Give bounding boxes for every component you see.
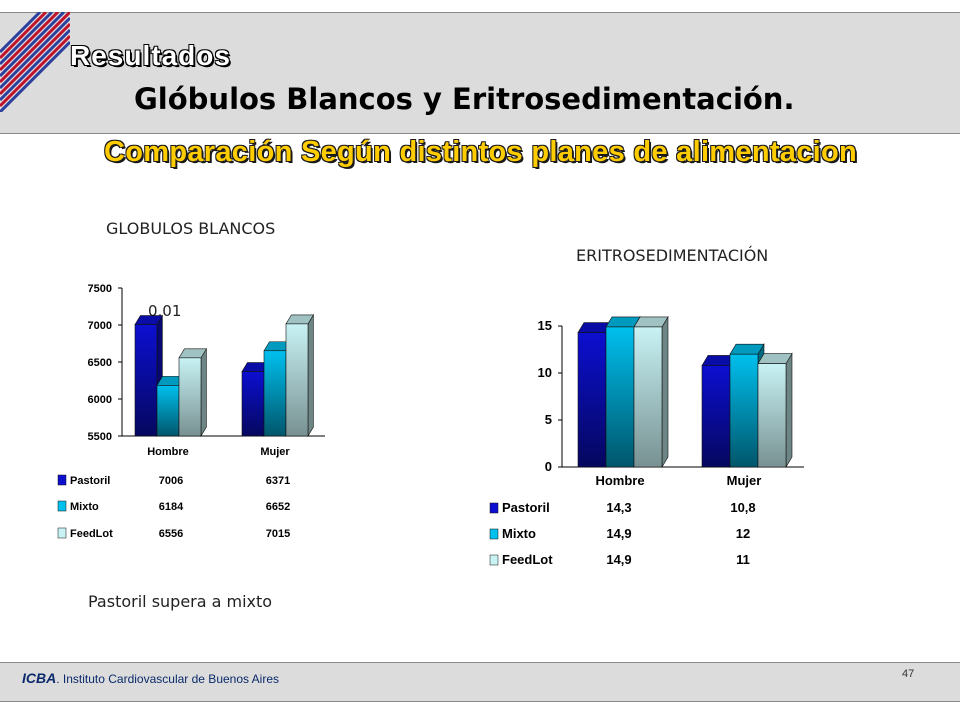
gb-table-value-pastoril-mujer: 6371 — [266, 475, 290, 487]
gb-category-label-mujer: Mujer — [260, 446, 290, 458]
icba-logo-stripes — [0, 12, 70, 112]
es-bar-feedlot-hombre — [633, 315, 669, 469]
es-table-value-pastoril-hombre: 14,3 — [606, 500, 631, 515]
es-y-tick-label: 15 — [538, 318, 552, 333]
es-legend-swatch-mixto — [489, 528, 499, 540]
gb-legend-swatch-pastoril — [57, 474, 67, 486]
gb-category-label-hombre: Hombre — [147, 446, 189, 458]
gb-legend-swatch-mixto — [57, 500, 67, 512]
gb-bar-feedlot-hombre — [178, 347, 207, 438]
es-y-tick-label: 10 — [538, 365, 552, 380]
gb-y-tick-label: 6000 — [88, 394, 112, 406]
gb-table-value-feedlot-hombre: 6556 — [159, 528, 183, 540]
gb-y-tick-label: 6500 — [88, 357, 112, 369]
page-title: Glóbulos Blancos y Eritrosedimentación. — [134, 82, 795, 116]
chart-1-heading: GLOBULOS BLANCOS — [106, 219, 276, 238]
footer-organization: ICBA. Instituto Cardiovascular de Buenos… — [22, 670, 279, 686]
section-label: Resultados — [70, 40, 231, 71]
gb-bar-feedlot-mujer — [285, 313, 314, 438]
es-legend-swatch-feedlot — [489, 554, 499, 566]
footer-org-name: . Instituto Cardiovascular de Buenos Air… — [56, 672, 280, 686]
footer-band — [0, 662, 960, 702]
es-table-value-mixto-hombre: 14,9 — [606, 526, 631, 541]
es-legend-swatch-pastoril — [489, 502, 499, 514]
es-bar-feedlot-mujer — [757, 352, 793, 469]
es-y-tick-label: 5 — [545, 412, 552, 427]
gb-table-value-mixto-mujer: 6652 — [266, 501, 290, 513]
chart-2-heading: ERITROSEDIMENTACIÓN — [576, 246, 769, 265]
es-y-tick-label: 0 — [545, 459, 552, 474]
gb-legend-label-pastoril: Pastoril — [70, 475, 110, 487]
gb-table-value-mixto-hombre: 6184 — [159, 501, 184, 513]
gb-y-tick-label: 7000 — [88, 320, 112, 332]
gb-y-tick-label: 5500 — [88, 431, 112, 443]
gb-legend-label-mixto: Mixto — [70, 501, 99, 513]
gb-y-tick-label: 7500 — [88, 283, 112, 295]
es-table-value-feedlot-mujer: 11 — [736, 552, 750, 567]
gb-table-value-feedlot-mujer: 7015 — [266, 528, 290, 540]
gb-legend-swatch-feedlot — [57, 527, 67, 539]
es-legend-label-pastoril: Pastoril — [502, 500, 550, 515]
es-category-label-hombre: Hombre — [595, 473, 644, 488]
es-table-value-feedlot-hombre: 14,9 — [606, 552, 631, 567]
es-category-label-mujer: Mujer — [727, 473, 762, 488]
footer-org-acronym: ICBA — [22, 670, 57, 686]
es-legend-label-mixto: Mixto — [502, 526, 536, 541]
page-number: 47 — [902, 668, 915, 680]
es-legend-label-feedlot: FeedLot — [502, 552, 553, 567]
gb-table-value-pastoril-hombre: 7006 — [159, 475, 183, 487]
page-subtitle: Comparación Según distintos planes de al… — [104, 136, 858, 168]
es-table-value-mixto-mujer: 12 — [736, 526, 750, 541]
header-band — [0, 12, 960, 134]
gb-legend-label-feedlot: FeedLot — [70, 528, 113, 540]
es-table-value-pastoril-mujer: 10,8 — [730, 500, 755, 515]
conclusion-note: Pastoril supera a mixto — [88, 592, 273, 611]
